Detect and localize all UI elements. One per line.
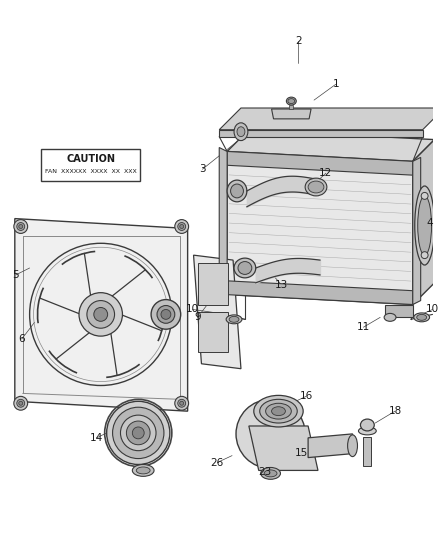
Ellipse shape: [288, 99, 295, 103]
Circle shape: [178, 223, 186, 230]
Polygon shape: [227, 151, 413, 304]
Polygon shape: [413, 157, 420, 304]
Ellipse shape: [286, 97, 296, 105]
Polygon shape: [249, 426, 318, 471]
Text: FAN  XXXXXX  XXXX  XX  XXX: FAN XXXXXX XXXX XX XXX: [45, 169, 137, 174]
Ellipse shape: [230, 184, 244, 198]
Ellipse shape: [305, 178, 327, 196]
Circle shape: [87, 301, 115, 328]
Text: 18: 18: [389, 406, 402, 416]
Ellipse shape: [417, 314, 427, 320]
Ellipse shape: [360, 419, 374, 431]
Bar: [198, 263, 228, 304]
Text: 15: 15: [295, 448, 308, 458]
Text: 23: 23: [258, 467, 271, 478]
Text: 5: 5: [13, 270, 19, 280]
Ellipse shape: [384, 313, 396, 321]
Ellipse shape: [415, 186, 434, 265]
Circle shape: [17, 223, 25, 230]
Text: CAUTION: CAUTION: [66, 155, 115, 164]
Circle shape: [14, 397, 28, 410]
Polygon shape: [308, 434, 353, 458]
Text: 11: 11: [357, 322, 370, 332]
Ellipse shape: [132, 464, 154, 477]
Circle shape: [161, 310, 171, 319]
Ellipse shape: [227, 180, 247, 202]
Circle shape: [79, 293, 123, 336]
Text: 1: 1: [332, 79, 339, 90]
Circle shape: [175, 397, 189, 410]
Polygon shape: [219, 148, 227, 295]
Ellipse shape: [418, 196, 431, 255]
Ellipse shape: [237, 127, 245, 136]
Polygon shape: [227, 151, 413, 175]
Ellipse shape: [265, 403, 291, 419]
Text: 26: 26: [211, 457, 224, 467]
Circle shape: [120, 415, 156, 451]
Ellipse shape: [308, 181, 324, 193]
Ellipse shape: [358, 427, 376, 435]
Ellipse shape: [261, 467, 280, 479]
Circle shape: [94, 308, 108, 321]
Ellipse shape: [348, 435, 357, 457]
Ellipse shape: [234, 123, 248, 141]
Text: 3: 3: [199, 164, 206, 174]
Circle shape: [151, 300, 181, 329]
Text: 16: 16: [300, 391, 313, 401]
Polygon shape: [227, 130, 434, 161]
Circle shape: [127, 421, 150, 445]
Bar: [290, 105, 293, 109]
Polygon shape: [272, 109, 311, 119]
Ellipse shape: [229, 317, 239, 322]
Circle shape: [180, 401, 184, 405]
Text: 6: 6: [18, 334, 25, 344]
Circle shape: [14, 220, 28, 233]
Circle shape: [236, 399, 305, 469]
Ellipse shape: [264, 470, 277, 477]
Text: 9: 9: [194, 312, 201, 322]
Polygon shape: [219, 130, 423, 136]
Ellipse shape: [272, 407, 286, 416]
Polygon shape: [227, 281, 413, 304]
Polygon shape: [15, 219, 187, 411]
Circle shape: [157, 305, 175, 324]
Ellipse shape: [421, 192, 428, 199]
Text: 13: 13: [275, 280, 288, 290]
Circle shape: [19, 224, 23, 229]
Text: 12: 12: [319, 168, 332, 178]
Ellipse shape: [254, 395, 303, 427]
Polygon shape: [413, 140, 434, 304]
Ellipse shape: [226, 315, 242, 324]
Polygon shape: [194, 255, 241, 369]
Polygon shape: [385, 304, 413, 317]
Circle shape: [106, 401, 170, 464]
Ellipse shape: [238, 262, 252, 274]
Bar: [364, 437, 371, 466]
Circle shape: [113, 407, 164, 458]
Circle shape: [30, 243, 172, 385]
Text: 14: 14: [90, 433, 103, 443]
Circle shape: [132, 427, 144, 439]
Text: 10: 10: [186, 304, 199, 314]
Ellipse shape: [260, 399, 297, 423]
Ellipse shape: [414, 313, 430, 322]
Ellipse shape: [234, 258, 256, 278]
Text: 10: 10: [426, 304, 438, 314]
Polygon shape: [219, 108, 438, 130]
Circle shape: [17, 399, 25, 407]
Circle shape: [19, 401, 23, 405]
Text: 2: 2: [295, 36, 301, 46]
Ellipse shape: [136, 467, 150, 474]
Bar: [42, 149, 140, 181]
Ellipse shape: [421, 252, 428, 259]
Circle shape: [178, 399, 186, 407]
Circle shape: [180, 224, 184, 229]
Circle shape: [175, 220, 189, 233]
Bar: [198, 312, 228, 352]
Text: 4: 4: [426, 217, 433, 228]
